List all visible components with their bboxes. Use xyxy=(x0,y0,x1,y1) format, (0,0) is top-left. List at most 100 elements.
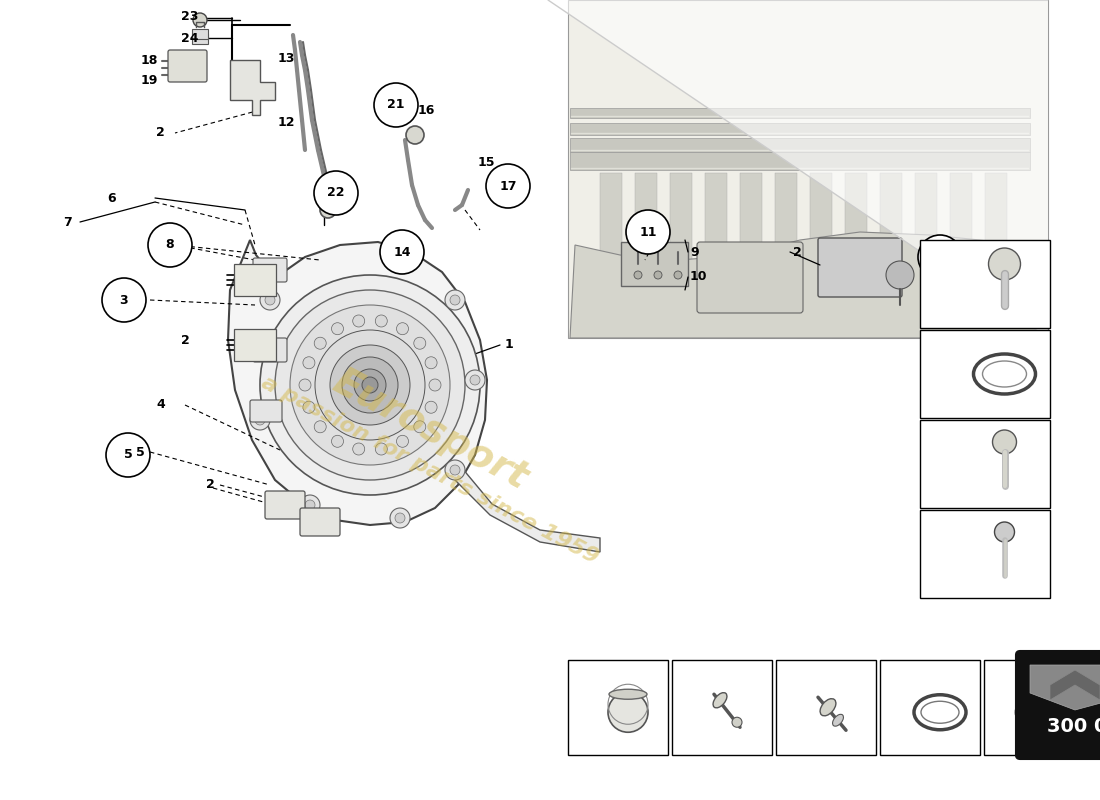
Text: 22: 22 xyxy=(328,186,344,199)
FancyBboxPatch shape xyxy=(568,660,668,755)
Circle shape xyxy=(674,271,682,279)
Circle shape xyxy=(102,278,146,322)
Circle shape xyxy=(374,83,418,127)
Circle shape xyxy=(429,379,441,391)
Text: 15: 15 xyxy=(478,155,495,169)
Circle shape xyxy=(654,271,662,279)
Circle shape xyxy=(992,430,1016,454)
Circle shape xyxy=(450,295,460,305)
FancyBboxPatch shape xyxy=(845,173,867,338)
Circle shape xyxy=(994,522,1014,542)
Circle shape xyxy=(331,322,343,334)
Circle shape xyxy=(255,415,265,425)
FancyBboxPatch shape xyxy=(984,173,1006,338)
Text: 24: 24 xyxy=(180,31,198,45)
Polygon shape xyxy=(1030,665,1100,710)
Circle shape xyxy=(390,508,410,528)
FancyBboxPatch shape xyxy=(697,242,803,313)
Text: 2: 2 xyxy=(156,126,165,139)
Text: 22: 22 xyxy=(680,668,700,682)
Text: 10: 10 xyxy=(690,270,707,283)
Circle shape xyxy=(302,357,315,369)
FancyBboxPatch shape xyxy=(600,173,621,338)
FancyBboxPatch shape xyxy=(1016,651,1100,759)
Circle shape xyxy=(446,290,465,310)
Text: 21: 21 xyxy=(387,98,405,111)
FancyBboxPatch shape xyxy=(234,264,276,296)
Ellipse shape xyxy=(713,693,727,708)
Text: 12: 12 xyxy=(277,115,295,129)
Text: 300 02: 300 02 xyxy=(1047,718,1100,737)
FancyBboxPatch shape xyxy=(192,29,208,39)
FancyBboxPatch shape xyxy=(621,242,688,286)
Text: 14: 14 xyxy=(992,668,1012,682)
Circle shape xyxy=(634,271,642,279)
Circle shape xyxy=(260,290,280,310)
Ellipse shape xyxy=(833,714,844,726)
Text: 11: 11 xyxy=(888,668,907,682)
Polygon shape xyxy=(1050,670,1100,700)
Circle shape xyxy=(425,402,437,414)
Text: 2: 2 xyxy=(793,246,802,258)
Circle shape xyxy=(290,305,450,465)
FancyBboxPatch shape xyxy=(880,660,980,755)
Circle shape xyxy=(396,322,408,334)
FancyBboxPatch shape xyxy=(950,173,972,338)
FancyBboxPatch shape xyxy=(705,173,727,338)
Circle shape xyxy=(446,460,465,480)
Text: 13: 13 xyxy=(277,51,295,65)
Text: 11: 11 xyxy=(639,226,657,238)
Circle shape xyxy=(989,248,1021,280)
Circle shape xyxy=(379,230,424,274)
FancyBboxPatch shape xyxy=(880,173,902,338)
Circle shape xyxy=(260,275,480,495)
Circle shape xyxy=(375,443,387,455)
FancyBboxPatch shape xyxy=(300,508,340,536)
Circle shape xyxy=(192,13,207,27)
Circle shape xyxy=(354,369,386,401)
FancyBboxPatch shape xyxy=(915,173,937,338)
FancyBboxPatch shape xyxy=(818,238,902,297)
Circle shape xyxy=(918,235,962,279)
Text: 1: 1 xyxy=(505,338,514,350)
Text: 3: 3 xyxy=(928,518,937,532)
Circle shape xyxy=(299,379,311,391)
FancyBboxPatch shape xyxy=(570,123,1030,135)
Circle shape xyxy=(275,290,465,480)
Circle shape xyxy=(250,410,270,430)
FancyBboxPatch shape xyxy=(253,258,287,282)
Circle shape xyxy=(314,171,358,215)
Text: 5: 5 xyxy=(123,449,132,462)
Circle shape xyxy=(265,295,275,305)
Circle shape xyxy=(486,164,530,208)
Circle shape xyxy=(330,345,410,425)
Circle shape xyxy=(395,513,405,523)
Circle shape xyxy=(414,421,426,433)
FancyBboxPatch shape xyxy=(810,173,832,338)
Text: 23: 23 xyxy=(180,10,198,23)
Text: 2: 2 xyxy=(207,478,215,491)
FancyBboxPatch shape xyxy=(570,152,1030,170)
Circle shape xyxy=(425,357,437,369)
Text: 3: 3 xyxy=(120,294,129,306)
FancyBboxPatch shape xyxy=(250,400,282,422)
Polygon shape xyxy=(455,468,600,552)
Text: 16: 16 xyxy=(418,103,436,117)
Text: 18: 18 xyxy=(141,54,158,66)
Text: Eurosport: Eurosport xyxy=(326,362,535,498)
FancyBboxPatch shape xyxy=(740,173,762,338)
Circle shape xyxy=(300,495,320,515)
Text: 5: 5 xyxy=(928,428,937,442)
Ellipse shape xyxy=(821,698,836,716)
FancyBboxPatch shape xyxy=(568,0,1048,338)
FancyBboxPatch shape xyxy=(776,660,876,755)
FancyBboxPatch shape xyxy=(168,50,207,82)
Circle shape xyxy=(470,375,480,385)
Text: 20: 20 xyxy=(928,248,947,262)
Polygon shape xyxy=(230,60,275,115)
FancyBboxPatch shape xyxy=(253,338,287,362)
Text: 17: 17 xyxy=(499,179,517,193)
FancyBboxPatch shape xyxy=(984,660,1084,755)
FancyBboxPatch shape xyxy=(920,240,1050,328)
Polygon shape xyxy=(228,240,487,525)
